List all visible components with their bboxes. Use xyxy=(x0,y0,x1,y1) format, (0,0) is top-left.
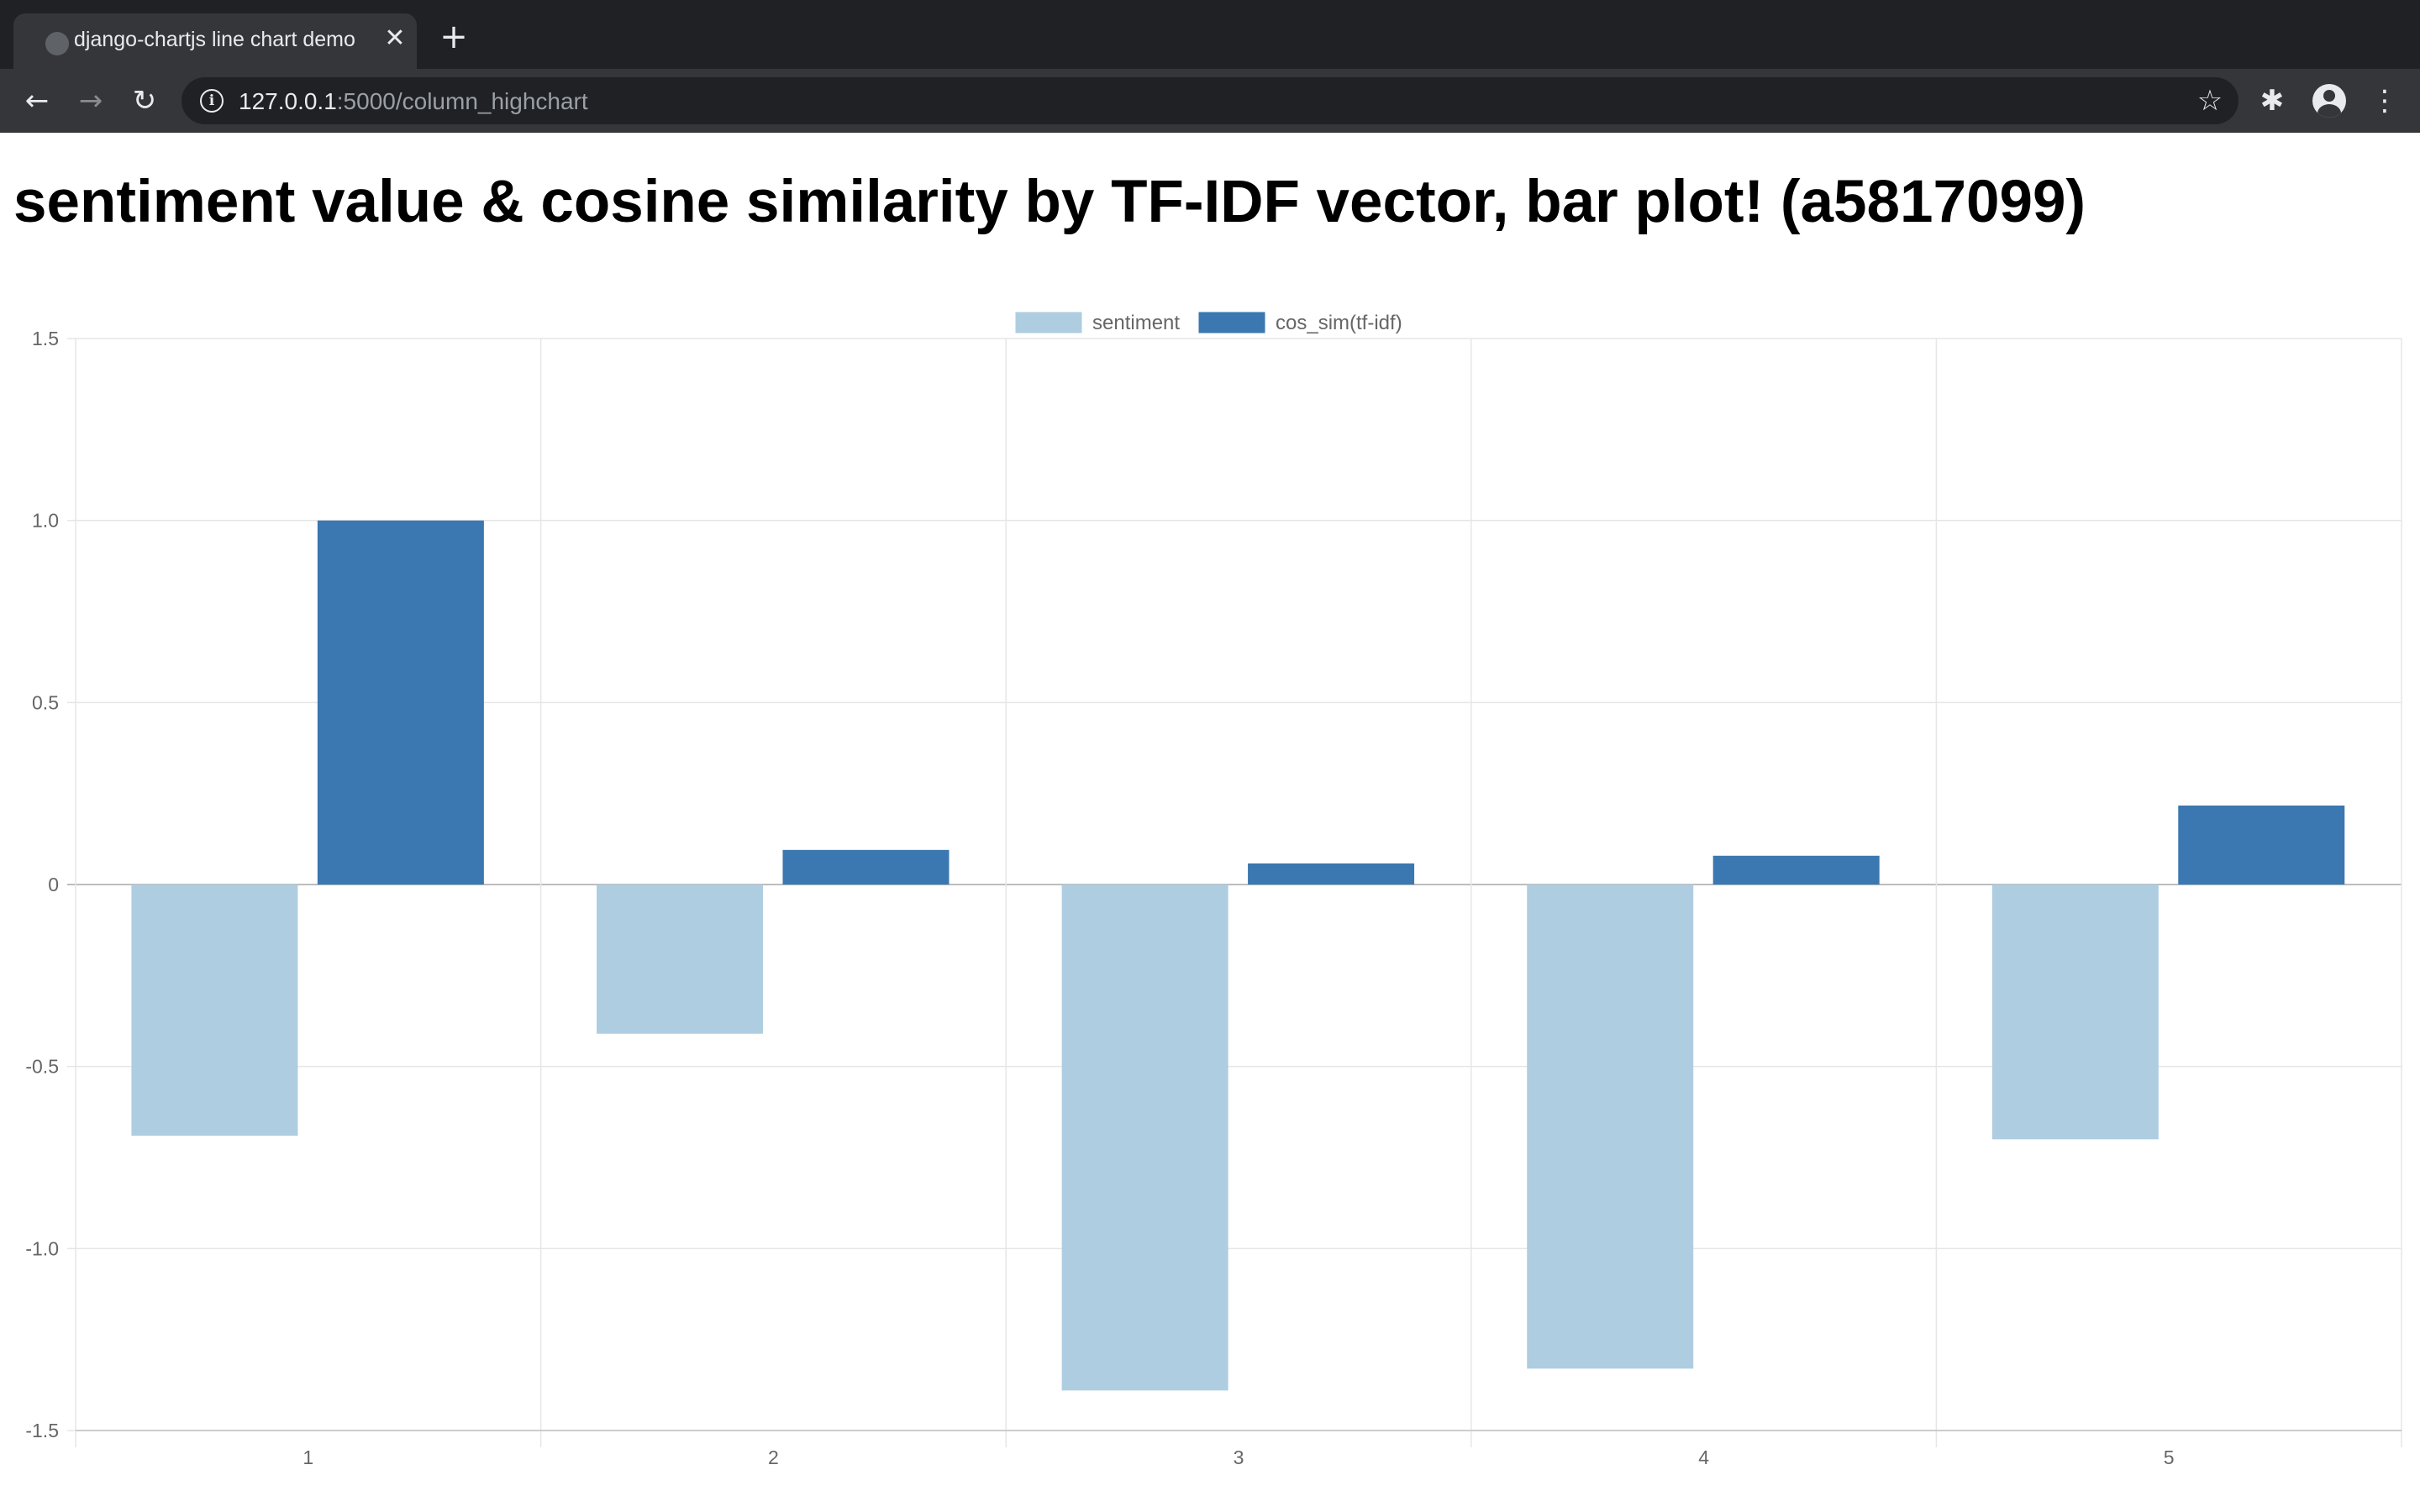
back-arrow-icon[interactable]: ← xyxy=(24,84,50,118)
x-tick-label: 4 xyxy=(1698,1446,1709,1468)
url-host: 127.0.0.1 xyxy=(239,88,337,114)
bar-sentiment xyxy=(131,885,298,1136)
y-tick-label: -0.5 xyxy=(25,1056,59,1078)
x-tick-label: 3 xyxy=(1234,1446,1244,1468)
browser-chrome: django-chartjs line chart demo ✕ + ← → ↻… xyxy=(0,0,2420,133)
avatar-body xyxy=(2317,104,2341,118)
y-tick-label: 0 xyxy=(48,874,59,895)
bar-cos-sim-tf-idf- xyxy=(782,849,950,885)
browser-tab[interactable]: django-chartjs line chart demo ✕ xyxy=(13,13,417,69)
y-tick-label: 1.0 xyxy=(32,510,59,532)
new-tab-icon[interactable]: + xyxy=(439,18,468,56)
bar-sentiment xyxy=(1061,885,1228,1391)
tab-title: django-chartjs line chart demo xyxy=(74,28,355,51)
legend-swatch xyxy=(1197,311,1266,334)
browser-toolbar: ← → ↻ i 127.0.0.1:5000/column_highchart … xyxy=(0,69,2420,133)
y-tick-label: 0.5 xyxy=(32,691,59,713)
legend-label: sentiment xyxy=(1092,312,1180,334)
bar-cos-sim-tf-idf- xyxy=(1712,855,1880,885)
bookmark-star-icon[interactable]: ☆ xyxy=(2196,84,2223,118)
tab-strip: django-chartjs line chart demo ✕ + xyxy=(0,0,2420,69)
bar-cos-sim-tf-idf- xyxy=(317,520,484,885)
bar-sentiment xyxy=(597,885,764,1034)
x-tick-label: 1 xyxy=(302,1446,313,1468)
legend-label: cos_sim(tf-idf) xyxy=(1276,312,1402,334)
bar-chart: 1.5 1.0 0.5 0 -0.5 -1.0 -1.5 1 2 3 4 5 sentiment cos_… xyxy=(25,311,2402,1468)
y-tick-label: -1.5 xyxy=(25,1420,59,1441)
url-path: :5000/column_highchart xyxy=(336,88,588,114)
x-tick-label: 5 xyxy=(2164,1446,2175,1468)
close-icon[interactable]: ✕ xyxy=(384,24,406,53)
bar-sentiment xyxy=(1991,885,2159,1140)
info-icon[interactable]: i xyxy=(200,89,224,113)
y-tick-label: 1.5 xyxy=(32,328,59,349)
address-bar[interactable]: i 127.0.0.1:5000/column_highchart ☆ xyxy=(182,77,2238,124)
y-tick-label: -1.0 xyxy=(25,1237,59,1259)
legend-swatch xyxy=(1014,311,1083,334)
bar-sentiment xyxy=(1527,885,1694,1369)
kebab-menu-icon[interactable]: ⋮ xyxy=(2370,84,2399,118)
reload-icon[interactable]: ↻ xyxy=(132,84,157,118)
bar-cos-sim-tf-idf- xyxy=(1248,863,1415,885)
page-title: sentiment value & cosine similarity by T… xyxy=(13,169,2086,235)
bar-cos-sim-tf-idf- xyxy=(2178,805,2345,885)
url-text[interactable]: 127.0.0.1:5000/column_highchart xyxy=(239,88,588,115)
forward-arrow-icon[interactable]: → xyxy=(78,84,103,118)
extensions-puzzle-icon[interactable]: ✱ xyxy=(2260,84,2285,118)
profile-avatar-icon[interactable] xyxy=(2312,84,2346,118)
globe-icon xyxy=(45,32,69,55)
avatar-head xyxy=(2323,90,2335,102)
x-tick-label: 2 xyxy=(768,1446,779,1468)
